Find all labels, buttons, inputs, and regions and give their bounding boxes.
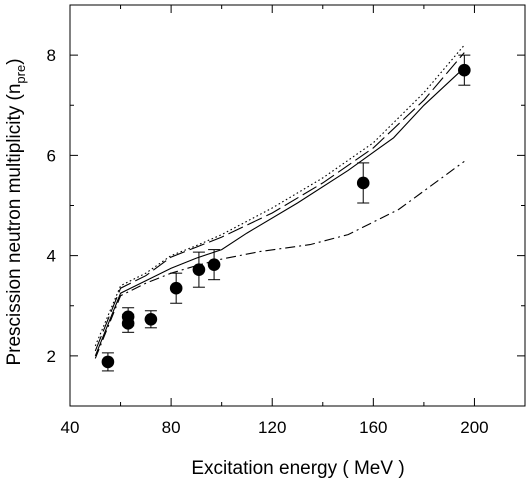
data-point bbox=[169, 281, 183, 295]
data-point bbox=[121, 310, 135, 324]
y-axis-label-sub: pre bbox=[13, 65, 28, 84]
plot-border bbox=[69, 4, 526, 407]
x-tick-label: 40 bbox=[61, 418, 80, 437]
axis-ticks bbox=[69, 4, 526, 407]
series-lines bbox=[94, 44, 465, 359]
data-point bbox=[356, 176, 370, 190]
data-point bbox=[101, 355, 115, 369]
data-point bbox=[458, 63, 471, 77]
x-tick-label: 80 bbox=[162, 418, 181, 437]
x-tick-label: 160 bbox=[359, 418, 387, 437]
data-point bbox=[192, 263, 206, 276]
x-axis-label: Excitation energy ( MeV ) bbox=[191, 458, 404, 479]
y-tick-label: 6 bbox=[47, 146, 56, 165]
series-dotted-line bbox=[94, 44, 465, 347]
y-tick-label: 8 bbox=[47, 46, 56, 65]
series-solid-line bbox=[94, 67, 465, 357]
tick-labels: 40 80 120 160 200 2 4 6 8 bbox=[47, 46, 489, 437]
y-tick-label: 2 bbox=[47, 347, 56, 366]
data-point bbox=[207, 258, 221, 271]
series-dashed-line bbox=[94, 52, 465, 352]
series-dash-dot-line bbox=[94, 160, 465, 359]
y-axis-label: Prescission neutron multiplicity (npre) bbox=[4, 58, 28, 365]
y-axis-label-main: Prescission neutron multiplicity (n bbox=[4, 84, 25, 366]
x-tick-label: 200 bbox=[460, 418, 488, 437]
y-tick-label: 4 bbox=[47, 247, 56, 266]
data-point bbox=[144, 312, 158, 326]
data-points bbox=[101, 54, 471, 372]
x-tick-label: 120 bbox=[258, 418, 286, 437]
y-axis-label-close: ) bbox=[4, 58, 25, 64]
plot-frame bbox=[69, 4, 526, 407]
